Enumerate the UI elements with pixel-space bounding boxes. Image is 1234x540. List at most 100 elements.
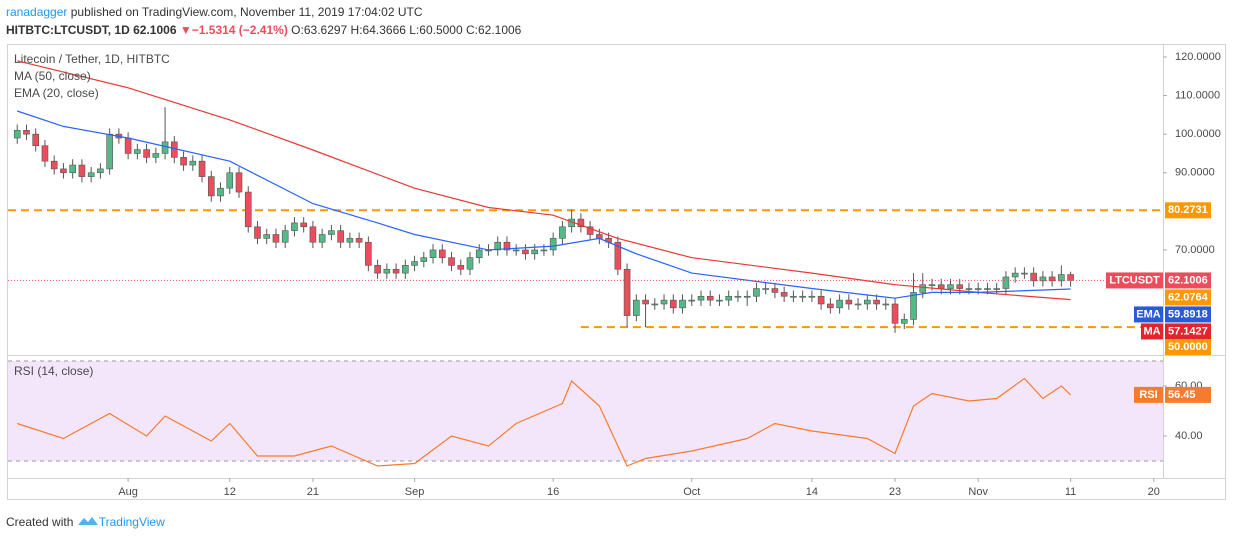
candle-body: [355, 238, 363, 243]
price-tag-box: [1134, 306, 1163, 323]
candle-body: [790, 295, 797, 298]
candle-body: [263, 234, 271, 239]
price-tag: EMA: [1136, 308, 1161, 320]
y-tick-label: 40.00: [1175, 430, 1203, 442]
candle-body: [466, 257, 474, 270]
candle-body: [198, 160, 206, 177]
x-tick-label: 21: [307, 486, 319, 498]
candle-body: [900, 319, 908, 324]
candle-body: [300, 222, 307, 228]
candle-body: [974, 288, 982, 290]
candle-body: [503, 241, 511, 251]
pane-title: Litecoin / Tether, 1D, HITBTC: [14, 52, 170, 66]
x-tick-label: 14: [806, 486, 818, 498]
price-tag-box: [1106, 272, 1163, 289]
candle-body: [716, 299, 723, 302]
candle-body: [669, 299, 677, 309]
y-tick-label: 90.0000: [1175, 167, 1215, 179]
candle-body: [106, 133, 113, 170]
candle-body: [41, 145, 49, 162]
frame: [7, 44, 1226, 500]
candle-body: [13, 129, 21, 139]
candle-body: [540, 249, 548, 252]
candle-body: [882, 303, 890, 306]
symbol: HITBTC:LTCUSDT, 1D: [6, 23, 130, 37]
ohlc: O:63.6297 H:64.3666 L:60.5000 C:62.1006: [291, 23, 522, 37]
candle-body: [134, 149, 141, 154]
candle-body: [706, 295, 714, 301]
candle-body: [226, 172, 234, 189]
price-label: 59.8918: [1168, 308, 1208, 320]
candle-body: [845, 299, 853, 305]
last-price: 62.1006: [133, 23, 177, 37]
candle-body: [244, 191, 252, 228]
candle-body: [688, 299, 696, 302]
price-label-box: [1165, 386, 1211, 403]
candle-body: [328, 230, 335, 235]
candle-body: [1011, 272, 1019, 278]
price-label: 57.1427: [1168, 325, 1208, 337]
quote-line: HITBTC:LTCUSDT, 1D 62.1006 ▼−1.5314 (−2.…: [6, 23, 521, 37]
candle-body: [78, 164, 86, 177]
candle-body: [531, 249, 538, 255]
candle-body: [614, 241, 622, 270]
x-tick-label: Oct: [683, 486, 700, 498]
pane-title: RSI (14, close): [14, 364, 93, 378]
candle-body: [383, 268, 391, 274]
y-tick-label: 120.0000: [1175, 51, 1221, 63]
candle-body: [60, 168, 67, 174]
candle-body: [512, 249, 520, 252]
candle-body: [753, 288, 760, 297]
candle-body: [549, 238, 557, 251]
y-tick-label: 70.0000: [1175, 244, 1215, 256]
candle-body: [799, 295, 806, 298]
price-label-box: [1165, 272, 1211, 289]
candle-body: [23, 129, 30, 135]
candle-body: [318, 234, 326, 243]
candle-body: [1039, 276, 1047, 282]
price-label: 56.45: [1168, 389, 1196, 401]
x-tick-label: Aug: [118, 486, 138, 498]
author[interactable]: ranadagger: [6, 5, 68, 19]
candle-body: [309, 226, 317, 243]
candle-body: [771, 288, 779, 293]
candle-body: [697, 295, 705, 301]
candle-body: [69, 164, 76, 174]
price-tag-box: [1141, 323, 1163, 340]
candle-body: [577, 218, 585, 228]
candle-body: [1058, 274, 1065, 282]
candle-body: [1067, 274, 1074, 281]
candle-body: [281, 230, 289, 243]
x-tick-label: 11: [1065, 486, 1076, 498]
candle-body: [559, 226, 566, 239]
price-label-box: [1165, 323, 1211, 340]
candle-body: [854, 303, 862, 306]
candle-body: [365, 241, 372, 266]
legend-entry: EMA (20, close): [14, 86, 99, 100]
rsi-band: [8, 361, 1163, 461]
candle-body: [651, 303, 659, 306]
candle-body: [586, 226, 594, 235]
candle-body: [725, 295, 733, 301]
candle-body: [457, 265, 465, 270]
candle-body: [780, 292, 788, 297]
candle-body: [984, 288, 991, 290]
candle-body: [623, 268, 631, 316]
indicator-line: [17, 60, 1071, 301]
brand[interactable]: TradingView: [98, 515, 165, 529]
candle-body: [864, 299, 871, 305]
candle-body: [475, 249, 483, 258]
chart: 70.0000 90.0000 100.0000 110.0000 120.0000 Li…: [7, 44, 1226, 500]
indicator-line: [17, 377, 1072, 467]
x-tick-label: Sep: [405, 486, 425, 498]
candle-body: [429, 249, 437, 258]
candle-body: [161, 141, 169, 154]
x-tick-label: 12: [224, 486, 236, 498]
price-label-box: [1165, 289, 1211, 306]
candle-body: [420, 257, 428, 262]
candle-body: [124, 137, 132, 154]
header-line: ranadagger published on TradingView.com,…: [6, 5, 423, 19]
candle-body: [207, 176, 215, 197]
candle-body: [97, 168, 104, 174]
price-tag: LTCUSDT: [1109, 274, 1160, 286]
